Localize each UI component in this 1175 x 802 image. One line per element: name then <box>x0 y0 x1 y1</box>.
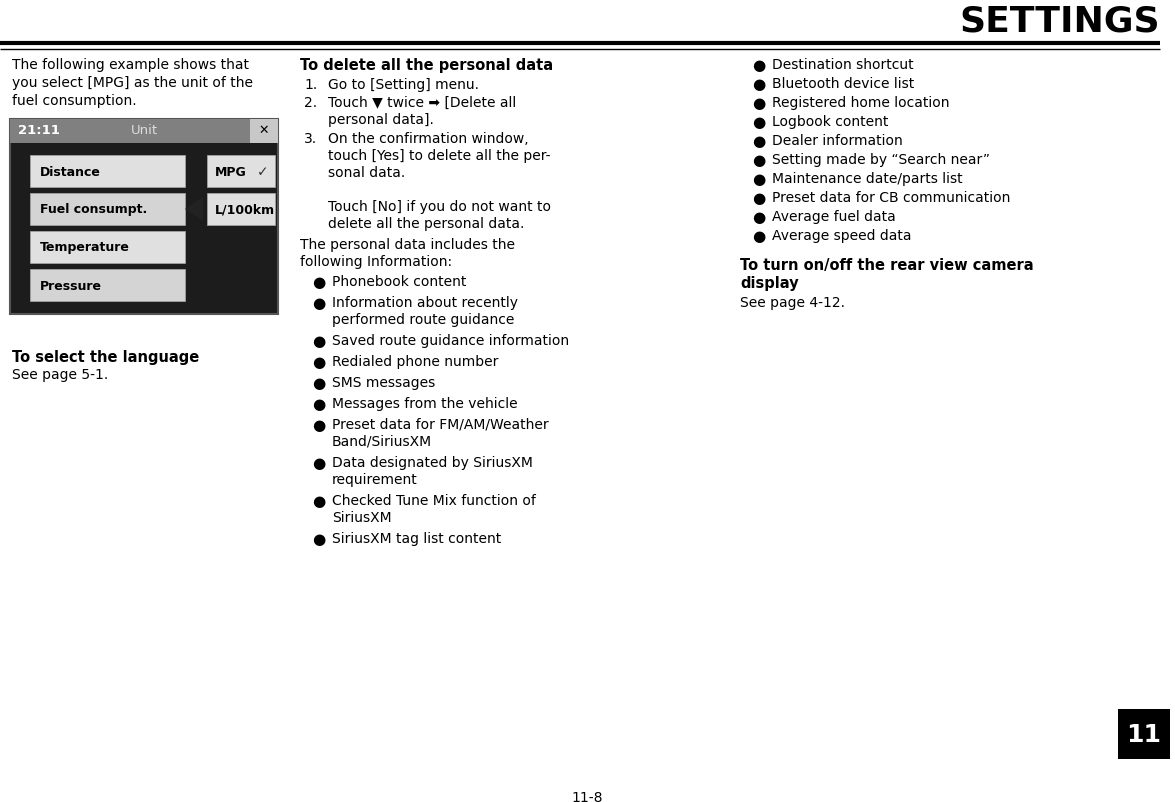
Text: ●: ● <box>752 210 765 225</box>
Text: Dealer information: Dealer information <box>772 134 902 148</box>
Text: ●: ● <box>313 274 325 290</box>
Text: See page 4-12.: See page 4-12. <box>740 296 845 310</box>
Text: Band/SiriusXM: Band/SiriusXM <box>333 435 432 448</box>
Text: SiriusXM: SiriusXM <box>333 510 391 525</box>
Text: To select the language: To select the language <box>12 350 200 365</box>
Text: Saved route guidance information: Saved route guidance information <box>333 334 569 347</box>
Text: Preset data for FM/AM/Weather: Preset data for FM/AM/Weather <box>333 418 549 431</box>
Text: See page 5-1.: See page 5-1. <box>12 367 108 382</box>
Text: Information about recently: Information about recently <box>333 296 518 310</box>
Text: Pressure: Pressure <box>40 279 102 292</box>
Text: L/100km: L/100km <box>215 203 275 217</box>
Text: ●: ● <box>752 134 765 149</box>
Text: MPG: MPG <box>215 165 247 178</box>
Text: Preset data for CB communication: Preset data for CB communication <box>772 191 1010 205</box>
Bar <box>31 269 184 302</box>
Text: ●: ● <box>313 418 325 432</box>
Bar <box>31 232 184 264</box>
Text: delete all the personal data.: delete all the personal data. <box>328 217 524 231</box>
Bar <box>1117 709 1170 759</box>
Text: 11-8: 11-8 <box>572 790 603 802</box>
Text: ●: ● <box>752 77 765 92</box>
Polygon shape <box>184 198 203 221</box>
Text: ●: ● <box>752 172 765 187</box>
Text: ●: ● <box>752 153 765 168</box>
Text: ●: ● <box>313 532 325 546</box>
Bar <box>31 194 184 225</box>
Text: ●: ● <box>752 58 765 73</box>
Text: Go to [Setting] menu.: Go to [Setting] menu. <box>328 78 479 92</box>
Text: fuel consumption.: fuel consumption. <box>12 94 136 107</box>
Bar <box>207 194 275 225</box>
Text: To delete all the personal data: To delete all the personal data <box>300 58 553 73</box>
Text: Phonebook content: Phonebook content <box>333 274 466 289</box>
Bar <box>207 156 275 188</box>
Text: Average speed data: Average speed data <box>772 229 912 243</box>
Text: touch [Yes] to delete all the per-: touch [Yes] to delete all the per- <box>328 149 551 163</box>
Bar <box>11 119 278 314</box>
Text: 3.: 3. <box>304 132 317 146</box>
Text: Bluetooth device list: Bluetooth device list <box>772 77 914 91</box>
Text: To turn on/off the rear view camera: To turn on/off the rear view camera <box>740 257 1034 273</box>
Text: On the confirmation window,: On the confirmation window, <box>328 132 529 146</box>
Text: ✓: ✓ <box>257 164 269 179</box>
Text: Redialed phone number: Redialed phone number <box>333 354 498 369</box>
Text: Touch ▼ twice ➡ [Delete all: Touch ▼ twice ➡ [Delete all <box>328 96 516 110</box>
Text: ●: ● <box>313 456 325 471</box>
Text: Temperature: Temperature <box>40 241 130 254</box>
Text: Data designated by SiriusXM: Data designated by SiriusXM <box>333 456 533 469</box>
Text: 21:11: 21:11 <box>18 124 60 137</box>
Text: display: display <box>740 276 799 290</box>
Text: personal data].: personal data]. <box>328 113 434 127</box>
Text: Messages from the vehicle: Messages from the vehicle <box>333 396 518 411</box>
Text: Setting made by “Search near”: Setting made by “Search near” <box>772 153 991 167</box>
Text: ●: ● <box>313 354 325 370</box>
Text: Average fuel data: Average fuel data <box>772 210 895 224</box>
Text: performed route guidance: performed route guidance <box>333 313 515 326</box>
Text: SETTINGS: SETTINGS <box>959 5 1160 39</box>
Text: ●: ● <box>752 115 765 130</box>
Text: ●: ● <box>313 493 325 508</box>
Text: SiriusXM tag list content: SiriusXM tag list content <box>333 532 502 545</box>
Text: you select [MPG] as the unit of the: you select [MPG] as the unit of the <box>12 76 253 90</box>
Text: sonal data.: sonal data. <box>328 166 405 180</box>
Text: The following example shows that: The following example shows that <box>12 58 249 72</box>
Text: following Information:: following Information: <box>300 255 452 269</box>
Bar <box>31 156 184 188</box>
Text: ●: ● <box>752 229 765 244</box>
Text: ●: ● <box>752 96 765 111</box>
Text: ●: ● <box>313 334 325 349</box>
Text: 1.: 1. <box>304 78 317 92</box>
Text: ●: ● <box>313 296 325 310</box>
Text: Unit: Unit <box>130 124 157 137</box>
Text: ●: ● <box>313 396 325 411</box>
Text: Registered home location: Registered home location <box>772 96 949 110</box>
Text: Distance: Distance <box>40 165 101 178</box>
Text: 2.: 2. <box>304 96 317 110</box>
Text: requirement: requirement <box>333 472 418 486</box>
Text: ●: ● <box>313 375 325 391</box>
Text: Logbook content: Logbook content <box>772 115 888 129</box>
Text: Destination shortcut: Destination shortcut <box>772 58 914 72</box>
Text: ●: ● <box>752 191 765 206</box>
Bar <box>250 119 278 144</box>
Text: SMS messages: SMS messages <box>333 375 435 390</box>
Text: ✕: ✕ <box>258 124 269 137</box>
Text: The personal data includes the: The personal data includes the <box>300 237 515 252</box>
Text: Checked Tune Mix function of: Checked Tune Mix function of <box>333 493 536 508</box>
Text: 11: 11 <box>1127 722 1162 746</box>
Text: Touch [No] if you do not want to: Touch [No] if you do not want to <box>328 200 551 214</box>
Bar <box>11 119 278 144</box>
Text: Maintenance date/parts list: Maintenance date/parts list <box>772 172 962 186</box>
Text: Fuel consumpt.: Fuel consumpt. <box>40 203 147 217</box>
